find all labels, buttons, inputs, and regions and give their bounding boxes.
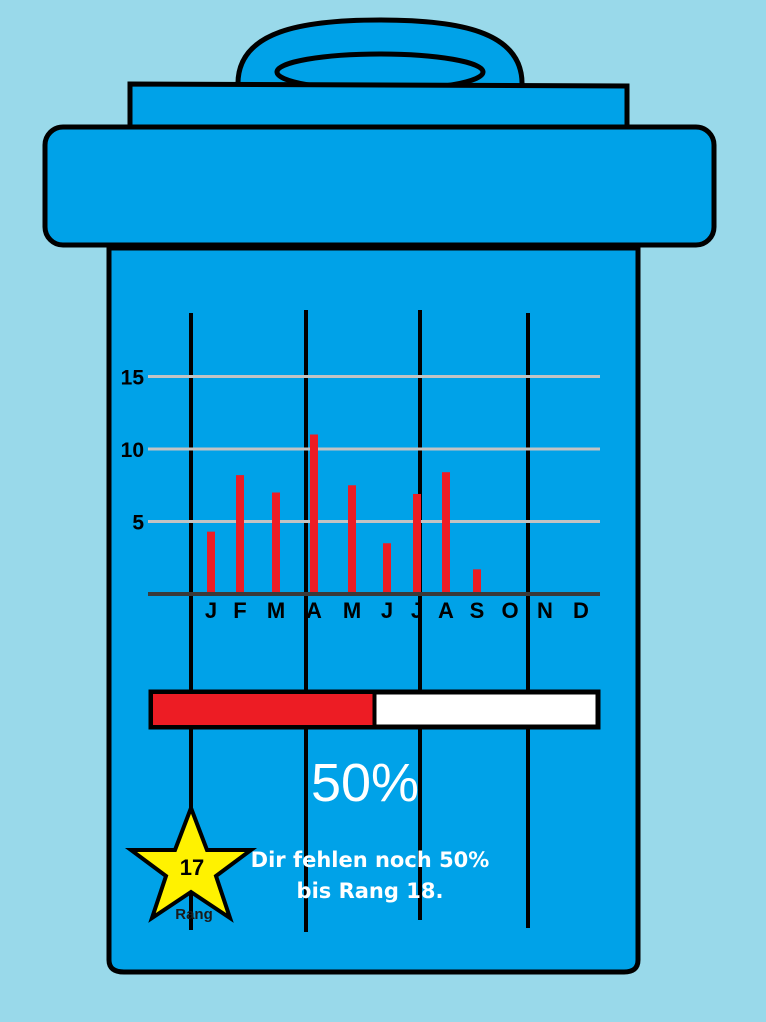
bar-a-7 xyxy=(442,472,450,594)
bar-j-5 xyxy=(383,543,391,594)
x-tick-label: M xyxy=(267,598,285,623)
rank-message-line-2: bis Rang 18. xyxy=(296,879,444,903)
lid xyxy=(42,124,717,248)
x-tick-label: N xyxy=(537,598,553,623)
bin-body xyxy=(106,245,641,975)
x-tick-label: J xyxy=(205,598,217,623)
bar-f-1 xyxy=(236,475,244,594)
bar-j-0 xyxy=(207,531,215,594)
rank-message-line-1: Dir fehlen noch 50% xyxy=(250,848,490,872)
rank-label: Rang xyxy=(175,906,213,923)
bar-m-4 xyxy=(348,485,356,594)
x-tick-label: A xyxy=(306,598,322,623)
x-tick-label: O xyxy=(501,598,518,623)
y-tick-label: 10 xyxy=(121,439,144,462)
star-icon xyxy=(124,802,258,923)
x-tick-label: J xyxy=(411,598,423,623)
x-tick-label: F xyxy=(233,598,246,623)
rank-message: Dir fehlen noch 50% bis Rang 18. xyxy=(240,845,500,907)
y-tick-label: 15 xyxy=(121,367,145,390)
bar-m-2 xyxy=(272,492,280,594)
y-tick-label: 5 xyxy=(132,512,144,535)
x-tick-label: S xyxy=(470,598,485,623)
bar-s-8 xyxy=(473,569,481,594)
rank-number: 17 xyxy=(179,855,205,880)
progress-percent: 50% xyxy=(310,753,420,813)
x-tick-label: J xyxy=(381,598,393,623)
bar-j-6 xyxy=(413,493,421,594)
x-tick-label: A xyxy=(438,598,454,623)
x-tick-label: D xyxy=(573,598,589,623)
progress-bar-fill xyxy=(153,694,375,725)
bar-a-3 xyxy=(310,434,318,594)
x-tick-label: M xyxy=(343,598,361,623)
